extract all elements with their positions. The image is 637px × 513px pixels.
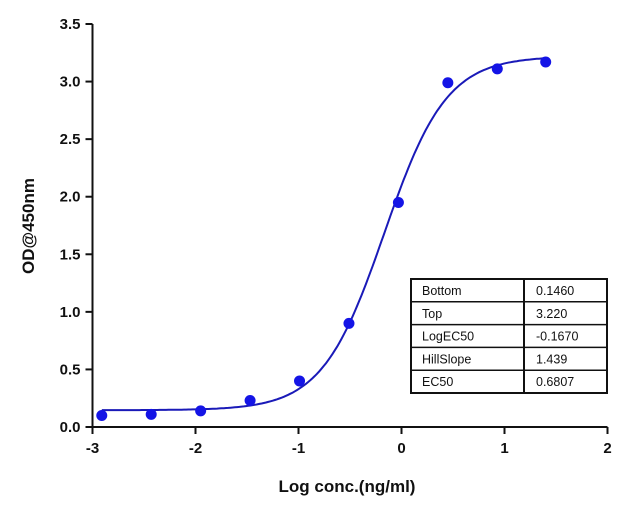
y-axis-title: OD@450nm — [19, 178, 38, 274]
data-point — [195, 405, 207, 417]
fit-curve — [101, 57, 546, 412]
data-point — [145, 408, 157, 420]
data-point — [392, 196, 404, 208]
table-border — [410, 278, 608, 394]
data-point — [491, 63, 503, 75]
y-tick-label: 3.0 — [60, 74, 81, 91]
y-tick-label: 3.5 — [60, 16, 81, 33]
table-param-label: HillSlope — [422, 352, 471, 366]
data-point — [96, 409, 108, 421]
x-axis-title: Log conc.(ng/ml) — [279, 477, 416, 496]
x-tick-label: -1 — [292, 440, 305, 457]
table-param-label: Top — [422, 307, 442, 321]
table-param-value: 3.220 — [536, 307, 567, 321]
x-tick-label: -3 — [86, 440, 99, 457]
table-param-value: 0.6807 — [536, 375, 574, 389]
data-point — [442, 77, 454, 89]
data-point — [343, 317, 355, 329]
y-tick-label: 1.0 — [60, 304, 81, 321]
x-tick-label: 0 — [397, 440, 405, 457]
table-param-label: Bottom — [422, 284, 462, 298]
fit-curve-layer — [101, 57, 546, 412]
y-tick-label: 0.0 — [60, 419, 81, 436]
table-param-value: -0.1670 — [536, 330, 578, 344]
table-param-value: 1.439 — [536, 352, 567, 366]
y-tick-label: 2.0 — [60, 189, 81, 206]
results-table: Bottom 0.1460 Top 3.220 LogEC50 -0.1670 HillSl… — [410, 278, 608, 394]
y-tick-label: 0.5 — [60, 361, 81, 378]
axes: -3 -2 -1 0 1 2 0.0 0.5 1.0 1.5 2.0 2.5 3.0 3.5 — [60, 16, 612, 457]
table-param-value: 0.1460 — [536, 284, 574, 298]
data-points-layer — [96, 56, 552, 421]
x-tick-label: 2 — [603, 440, 611, 457]
data-point — [244, 395, 256, 407]
data-point — [540, 56, 552, 68]
x-tick-label: -2 — [189, 440, 202, 457]
x-tick-label: 1 — [500, 440, 508, 457]
data-point — [294, 375, 306, 387]
table-param-label: EC50 — [422, 375, 453, 389]
y-tick-label: 1.5 — [60, 246, 81, 263]
table-param-label: LogEC50 — [422, 330, 474, 344]
y-tick-label: 2.5 — [60, 131, 81, 148]
